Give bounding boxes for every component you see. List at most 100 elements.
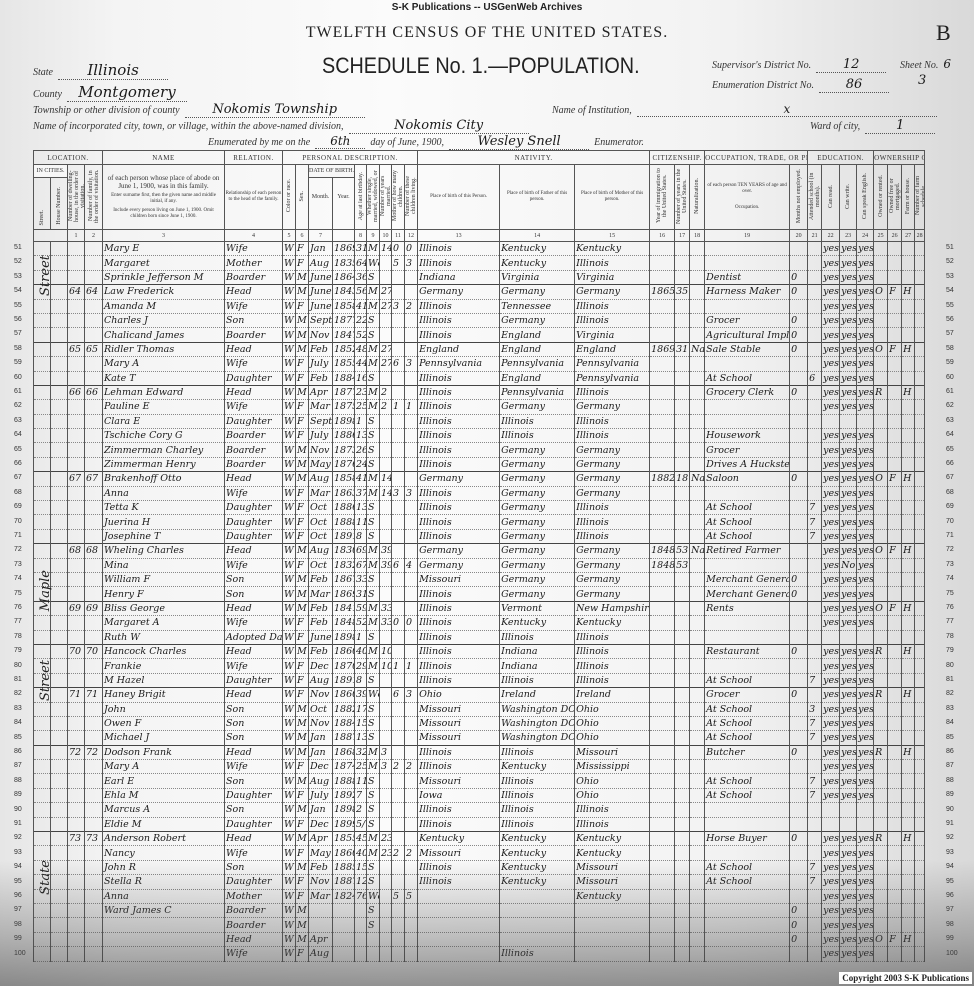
column-number: 7 <box>308 229 333 242</box>
street-note: Street <box>38 255 53 296</box>
cell-family: 64 <box>84 284 103 300</box>
cell-years-married <box>379 816 392 833</box>
cell-children-living <box>403 874 419 890</box>
cell-father-birthplace: England <box>499 341 576 358</box>
cell-mother-of: 1 <box>391 399 405 415</box>
cell-farm-schedule <box>914 859 926 876</box>
line-number-right: 54 <box>946 287 954 295</box>
cell-sex: F <box>295 787 309 804</box>
cell-marital: S <box>366 514 380 530</box>
cell-birth-month: Aug <box>308 773 333 789</box>
cell-farm-schedule <box>914 327 926 343</box>
cell-naturalization <box>689 787 706 804</box>
state-field: State Illinois <box>33 60 169 80</box>
cell-relation: Daughter <box>224 514 283 530</box>
cell-dwelling <box>67 255 85 271</box>
cell-house <box>50 946 68 962</box>
cell-months-unemployed <box>789 701 809 717</box>
cell-attended-school <box>807 240 823 257</box>
cell-relation: Head <box>224 384 283 401</box>
cell-immigration-year <box>649 528 676 545</box>
cell-father-birthplace: Indiana <box>499 643 576 660</box>
cell-months-unemployed: 0 <box>789 586 809 602</box>
cell-family <box>84 730 103 746</box>
cell-family: 71 <box>84 687 103 703</box>
cell-father-birthplace: Germany <box>499 557 576 573</box>
city-field: Name of incorporated city, town, or vill… <box>33 114 529 134</box>
cell-mother-of <box>391 701 405 717</box>
cell-years-in-us <box>674 586 691 602</box>
cell-mother-birthplace: Ohio <box>574 701 651 717</box>
cell-can-write: yes <box>839 327 858 343</box>
cell-free-mortgaged: F <box>887 284 903 300</box>
header-farm-schedule: Number of farm schedule. <box>915 176 925 216</box>
cell-birthplace: Illinois <box>417 384 501 401</box>
cell-years-married <box>379 931 392 948</box>
cell-sex: F <box>295 672 309 689</box>
cell-street <box>33 845 51 861</box>
cell-years-married <box>379 859 392 876</box>
cell-family: 65 <box>84 341 103 358</box>
cell-naturalization <box>689 888 706 904</box>
cell-owned-rented: R <box>873 384 889 401</box>
line-number-left: 68 <box>14 488 22 496</box>
cell-marital: M <box>366 759 380 775</box>
cell-birthplace: Ohio <box>417 687 501 703</box>
cell-father-birthplace: Germany <box>499 586 576 602</box>
cell-farm-house <box>901 442 916 458</box>
cell-father-birthplace <box>499 931 576 948</box>
cell-occupation: Grocer <box>704 687 791 703</box>
cell-marital: S <box>366 370 380 386</box>
cell-farm-schedule <box>914 471 926 487</box>
line-number-left: 59 <box>14 359 22 367</box>
cell-age: 32 <box>354 744 367 761</box>
cell-birth-month: Nov <box>308 327 333 343</box>
column-number: 5 <box>282 229 296 242</box>
line-number-left: 69 <box>14 503 22 511</box>
cell-farm-house: H <box>901 831 916 847</box>
cell-months-unemployed <box>789 428 809 444</box>
column-number: 13 <box>417 229 501 242</box>
cell-color: W <box>282 356 296 372</box>
cell-dwelling <box>67 802 85 818</box>
cell-farm-schedule <box>914 528 926 545</box>
cell-can-speak-english: yes <box>856 284 875 300</box>
cell-house <box>50 370 68 386</box>
line-number-left: 71 <box>14 532 22 539</box>
line-number-right: 59 <box>946 359 954 367</box>
cell-dwelling: 66 <box>67 384 85 401</box>
cell-months-unemployed <box>789 456 809 473</box>
cell-owned-rented: O <box>873 600 889 617</box>
cell-farm-schedule <box>914 514 926 530</box>
cell-free-mortgaged <box>887 327 903 343</box>
cell-can-read: yes <box>821 543 841 559</box>
cell-age: 1 <box>354 629 367 645</box>
cell-can-read <box>821 816 841 833</box>
cell-occupation <box>704 845 791 861</box>
cell-years-in-us: 35 <box>674 284 691 300</box>
cell-immigration-year <box>649 586 676 602</box>
cell-age: 1 <box>354 413 367 430</box>
cell-dwelling <box>67 888 85 904</box>
cell-street <box>33 787 51 804</box>
cell-sex: F <box>295 874 309 890</box>
cell-occupation <box>704 399 791 415</box>
cell-months-unemployed <box>789 442 809 458</box>
cell-street <box>33 471 51 487</box>
cell-age: 69 <box>354 543 367 559</box>
cell-birth-year: 1882 <box>332 701 355 717</box>
cell-mother-birthplace: Missouri <box>574 744 651 761</box>
cell-children-living <box>403 384 419 401</box>
cell-attended-school: 7 <box>807 500 823 516</box>
line-number-left: 80 <box>14 661 22 669</box>
cell-mother-birthplace: Germany <box>574 456 651 473</box>
cell-free-mortgaged <box>887 687 903 703</box>
cell-house <box>50 413 68 430</box>
cell-naturalization <box>689 802 706 818</box>
cell-can-read: yes <box>821 312 841 329</box>
cell-mother-of: 5 <box>391 255 405 271</box>
cell-dwelling <box>67 269 85 286</box>
line-number-right: 75 <box>946 589 954 597</box>
